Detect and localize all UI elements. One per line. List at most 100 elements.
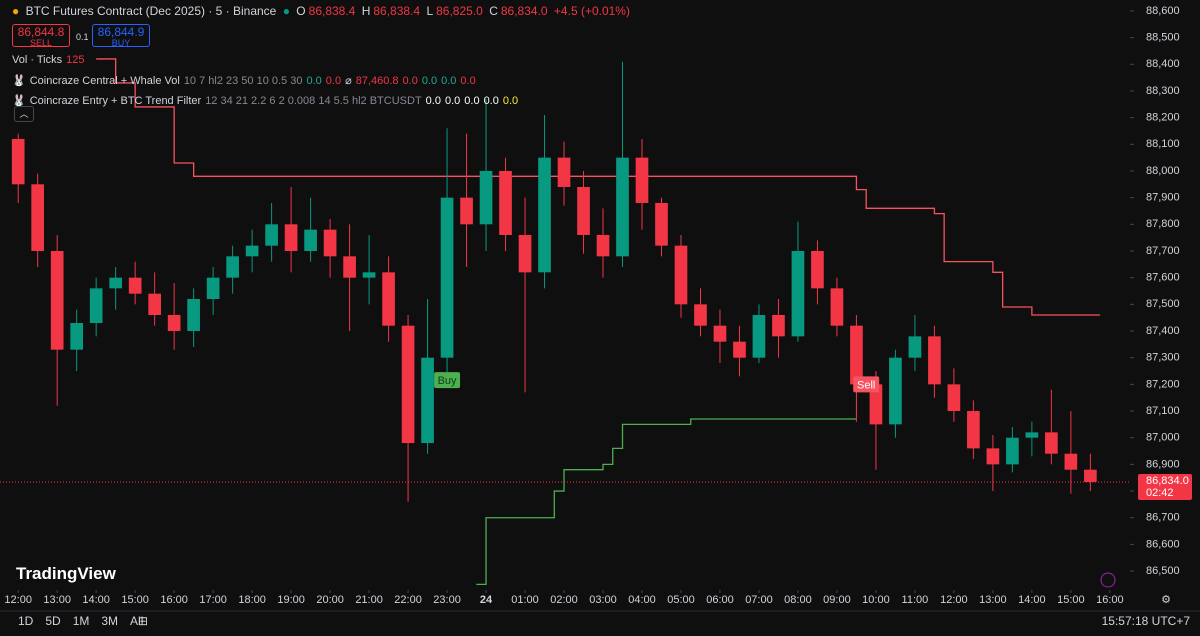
sell-button[interactable]: 86,844.8 SELL	[12, 24, 70, 48]
indicator-row: 🐰 Coincraze Central + Whale Vol 10 7 hl2 2…	[12, 74, 480, 87]
candle-body	[1045, 432, 1058, 454]
symbol: BTC Futures Contract (Dec 2025) · 5 · Bi…	[25, 4, 277, 18]
y-tick-label: 87,300	[1146, 352, 1180, 364]
x-tick-label: 16:00	[1096, 594, 1124, 606]
x-tick-label: 13:00	[979, 594, 1007, 606]
collapse-button[interactable]: ︿	[14, 106, 34, 122]
candle-body	[577, 186, 590, 235]
x-tick-label: 23:00	[433, 594, 461, 606]
quantity: 0.1	[76, 32, 89, 42]
x-tick-label: 10:00	[862, 594, 890, 606]
c-label: C	[489, 4, 498, 18]
candle-body	[362, 272, 376, 278]
candle-body	[557, 157, 571, 187]
candle-body	[1064, 453, 1078, 470]
candle-body	[1006, 437, 1019, 465]
y-tick-label: 87,900	[1146, 192, 1180, 204]
x-tick-label: 11:00	[902, 594, 929, 606]
indicator-params: 12 34 21 2.2 6 2 0.008 14 5.5 hl2 BTCUSD…	[205, 95, 422, 107]
candle-body	[889, 357, 902, 425]
x-tick-label: 17:00	[199, 594, 227, 606]
candle-body	[70, 323, 84, 350]
candle-body	[1084, 469, 1097, 482]
x-tick-label: 05:00	[667, 594, 695, 606]
close: 86,834.0	[500, 4, 548, 18]
candle-body	[343, 256, 356, 278]
candle-body	[772, 315, 785, 337]
x-tick-label: 19:00	[277, 594, 305, 606]
y-tick-label: 86,700	[1146, 512, 1180, 524]
candle-body	[733, 341, 746, 358]
calendar-icon[interactable]: ⊟	[138, 614, 149, 628]
indicator-value: 0.0	[502, 95, 519, 107]
y-tick-label: 87,700	[1146, 245, 1180, 257]
x-tick-label: 15:00	[121, 594, 149, 606]
candle-body	[460, 197, 473, 225]
x-tick-label: 14:00	[82, 594, 110, 606]
range-bar: 1D 5D 1M 3M All	[18, 614, 155, 628]
y-tick-label: 87,100	[1146, 405, 1180, 417]
range-button[interactable]: 1D	[18, 614, 34, 628]
indicator-value: 0.0	[402, 75, 418, 87]
candle-body	[674, 245, 688, 305]
indicator-row: Vol · Ticks 125	[12, 54, 88, 66]
candle-body	[206, 277, 220, 300]
range-button[interactable]: 1M	[72, 614, 90, 628]
y-tick-label: 88,300	[1146, 85, 1180, 97]
range-button[interactable]: 3M	[101, 614, 119, 628]
candle-body	[538, 157, 551, 273]
y-tick-label: 87,500	[1146, 298, 1180, 310]
clock: 15:57:18 UTC+7	[1101, 614, 1190, 628]
buy-button[interactable]: 86,844.9 BUY	[92, 24, 150, 48]
high: 86,838.4	[373, 4, 421, 18]
y-tick-label: 88,200	[1146, 112, 1180, 124]
candle-body	[187, 299, 200, 332]
last-price-label: 86,834.0	[1146, 475, 1189, 487]
x-tick-label: 15:00	[1057, 594, 1085, 606]
x-tick-label: 02:00	[550, 594, 578, 606]
signal-label: Buy	[438, 375, 457, 387]
candle-body	[50, 250, 64, 350]
candle-body	[284, 224, 298, 251]
indicator-value: 0.0	[425, 95, 441, 107]
candle-body	[304, 229, 317, 251]
indicator-line	[476, 418, 857, 586]
x-tick-label: 03:00	[589, 594, 617, 606]
x-tick-label: 08:00	[784, 594, 812, 606]
x-tick-label: 07:00	[745, 594, 773, 606]
candle-body	[31, 184, 45, 251]
x-tick-label: 12:00	[4, 594, 32, 606]
y-tick-label: 88,100	[1146, 138, 1180, 150]
o-label: O	[296, 4, 306, 18]
candle-body	[811, 250, 824, 289]
candle-body	[479, 170, 493, 225]
y-tick-label: 86,900	[1146, 458, 1180, 470]
watermark: TradingView	[16, 564, 116, 583]
candle-body	[167, 315, 181, 332]
last-price-box	[1138, 473, 1192, 500]
x-tick-label: 13:00	[43, 594, 71, 606]
y-tick-label: 88,000	[1146, 165, 1180, 177]
candle-body	[148, 293, 161, 316]
indicator-value: 0.0	[464, 95, 480, 107]
candle-body	[245, 245, 259, 257]
candle-body	[109, 277, 122, 289]
sell-text: SELL	[29, 38, 53, 48]
indicator-value: 0.0	[444, 95, 461, 107]
change: +4.5 (+0.01%)	[553, 4, 630, 18]
y-tick-label: 88,600	[1146, 5, 1180, 17]
x-tick-label: 24	[480, 594, 493, 606]
candle-body	[265, 224, 278, 246]
indicator-params: 125	[66, 54, 85, 66]
candle-body	[791, 250, 805, 337]
candle-body	[752, 315, 766, 358]
indicator-params: 10 7 hl2 23 50 10 0.5 30	[183, 75, 303, 87]
range-button[interactable]: 5D	[45, 614, 61, 628]
range-button[interactable]: All	[130, 614, 144, 628]
candle-body	[440, 197, 454, 358]
x-tick-label: 09:00	[823, 594, 851, 606]
candle-body	[850, 325, 863, 385]
y-tick-label: 87,400	[1146, 325, 1180, 337]
